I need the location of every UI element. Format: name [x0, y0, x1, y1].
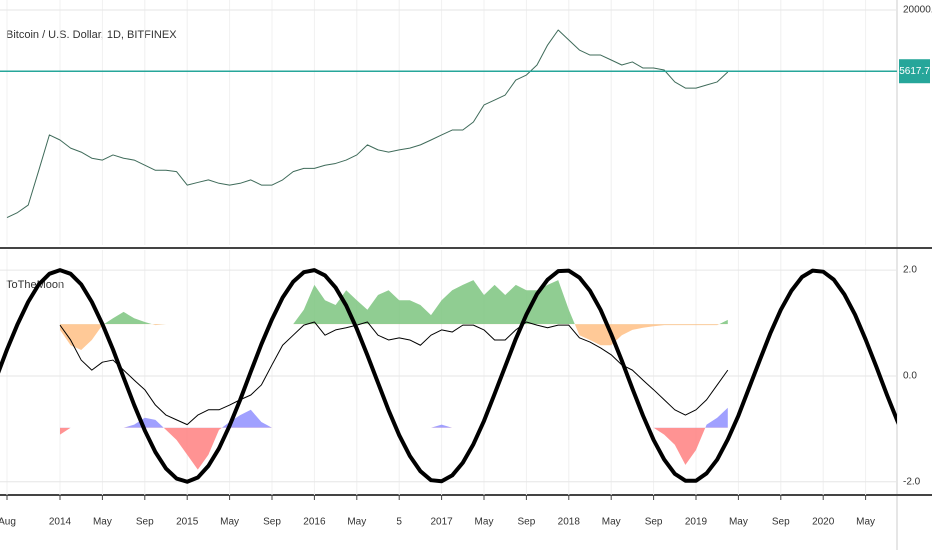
x-tick-label: Sep — [263, 517, 281, 528]
area-above — [60, 280, 728, 325]
x-tick-label: 2016 — [303, 517, 326, 528]
area-above — [123, 407, 728, 428]
y-tick-label: 20000.0 — [903, 5, 932, 16]
indicator-title: ToTheMoon — [6, 279, 64, 291]
last-value-tag — [899, 59, 930, 84]
x-tick-label: May — [602, 517, 621, 528]
x-tick-label: 2017 — [430, 517, 453, 528]
x-tick-label: May — [856, 517, 875, 528]
x-tick-label: Sep — [136, 517, 154, 528]
chart-title: Bitcoin / U.S. Dollar, 1D, BITFINEX — [6, 29, 177, 41]
x-tick-label: May — [347, 517, 366, 528]
x-tick-label: Sep — [645, 517, 663, 528]
series-line — [6, 29, 729, 219]
x-tick-label: May — [93, 517, 112, 528]
series-line — [0, 268, 897, 484]
x-tick-label: Sep — [772, 517, 790, 528]
x-tick-label: 5 — [396, 517, 402, 528]
x-tick-label: May — [729, 517, 748, 528]
area-below — [60, 324, 720, 351]
x-tick-label: May — [475, 517, 494, 528]
x-tick-label: 2015 — [176, 517, 199, 528]
x-tick-label: Sep — [518, 517, 536, 528]
y-tick-label: -2.0 — [903, 476, 921, 487]
grid — [0, 0, 897, 495]
x-tick-label: Aug — [0, 517, 16, 528]
x-tick-label: 2018 — [558, 517, 581, 528]
last-value-label: 5617.7 — [899, 66, 930, 77]
area-below — [60, 427, 728, 470]
y-tick-label: 0.0 — [903, 371, 917, 382]
x-tick-label: 2014 — [49, 517, 72, 528]
x-tick-label: May — [220, 517, 239, 528]
series-line — [59, 321, 729, 426]
y-tick-label: 2.0 — [903, 265, 917, 276]
plot-area — [0, 29, 897, 484]
x-tick-label: 2019 — [685, 517, 708, 528]
x-tick-label: 2020 — [812, 517, 835, 528]
